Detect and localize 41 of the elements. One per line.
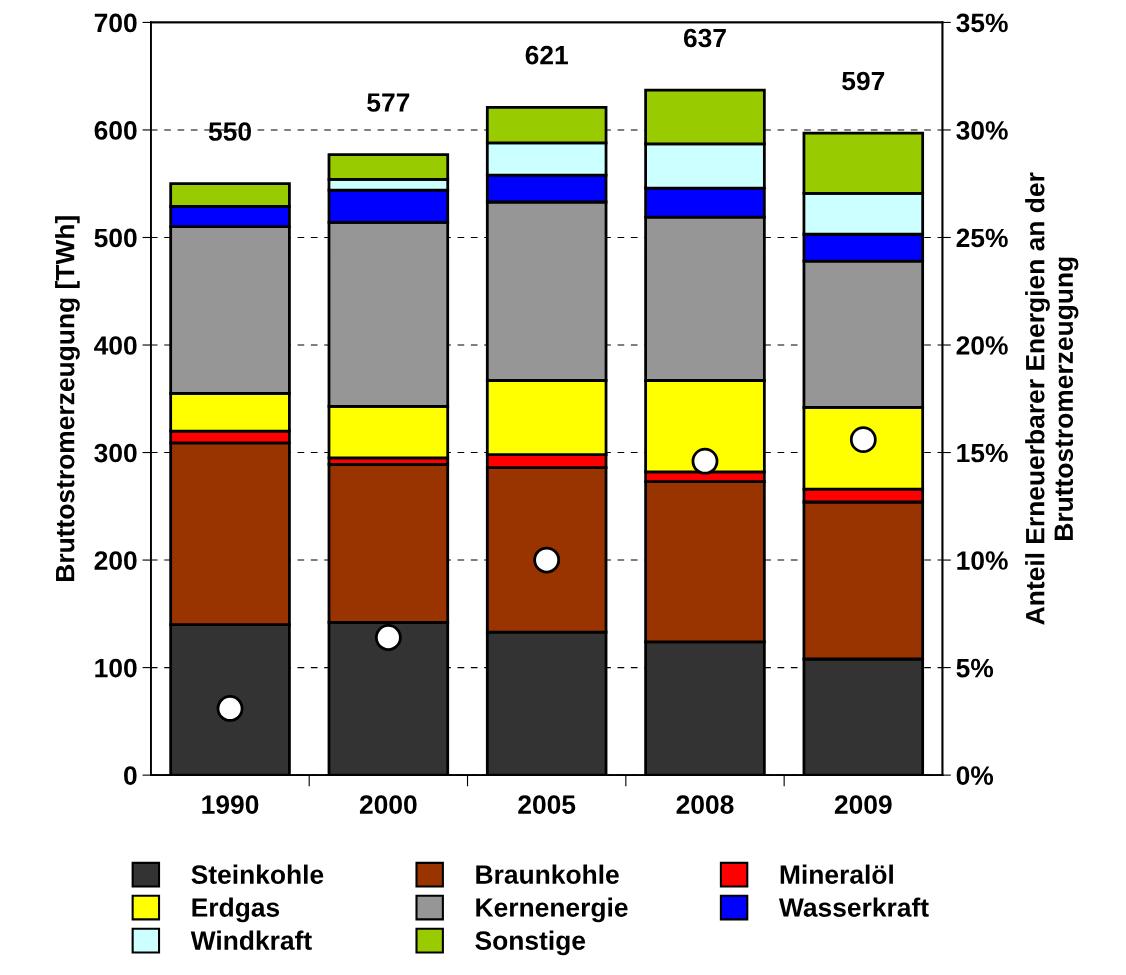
y2-axis-title: Anteil Erneuerbarer Energien an der Bruttostromerzeugung — [1025, 172, 1079, 625]
point — [849, 426, 877, 454]
legend-label: Mineralöl — [780, 864, 893, 884]
legend-label: Braunkohle — [476, 864, 619, 884]
x-tick-label: 2000 — [359, 795, 417, 814]
y2-tick-label: 35% — [956, 13, 1008, 33]
legend-label: Windkraft — [190, 930, 312, 950]
y-tick-label: 500 — [94, 228, 137, 248]
x-tick-label: 2009 — [834, 795, 892, 814]
y-tick-label: 300 — [94, 443, 137, 463]
y2-tick-label: 0% — [956, 766, 994, 785]
legend-label: Kernenergie — [476, 897, 628, 923]
y-tick-label: 0 — [124, 766, 137, 785]
y2-tick-label: 5% — [956, 658, 994, 678]
x-tick-label: 1990 — [202, 795, 259, 814]
total-label: 637 — [683, 28, 726, 48]
legend-label: Wasserkraft — [778, 897, 929, 917]
point — [216, 695, 244, 722]
total-label: 597 — [842, 71, 885, 91]
y-tick-label: 400 — [94, 336, 137, 355]
point — [374, 624, 402, 651]
total-label: 577 — [367, 93, 410, 112]
y-tick-label: 200 — [94, 551, 137, 570]
legend-label: Sonstige — [475, 930, 586, 956]
y2-tick-label: 20% — [956, 336, 1008, 355]
y2-tick-label: 30% — [956, 121, 1008, 140]
y-tick-label: 700 — [94, 13, 137, 33]
y-axis-title: Bruttostromerzeugung [TWh] — [55, 216, 80, 581]
legend-label: Erdgas — [192, 897, 280, 923]
y2-tick-label: 15% — [957, 443, 1008, 463]
total-label: 550 — [208, 122, 251, 141]
x-tick-label: 2008 — [676, 795, 734, 814]
y2-tick-label: 25% — [956, 228, 1008, 248]
y-tick-label: 100 — [95, 658, 137, 678]
legend-label: Steinkohle — [191, 864, 324, 884]
x-tick-label: 2005 — [518, 795, 576, 814]
point — [533, 546, 561, 574]
y2-tick-label: 10% — [957, 551, 1008, 570]
point — [691, 447, 719, 475]
y-tick-label: 600 — [94, 121, 137, 140]
total-label: 621 — [525, 45, 568, 65]
